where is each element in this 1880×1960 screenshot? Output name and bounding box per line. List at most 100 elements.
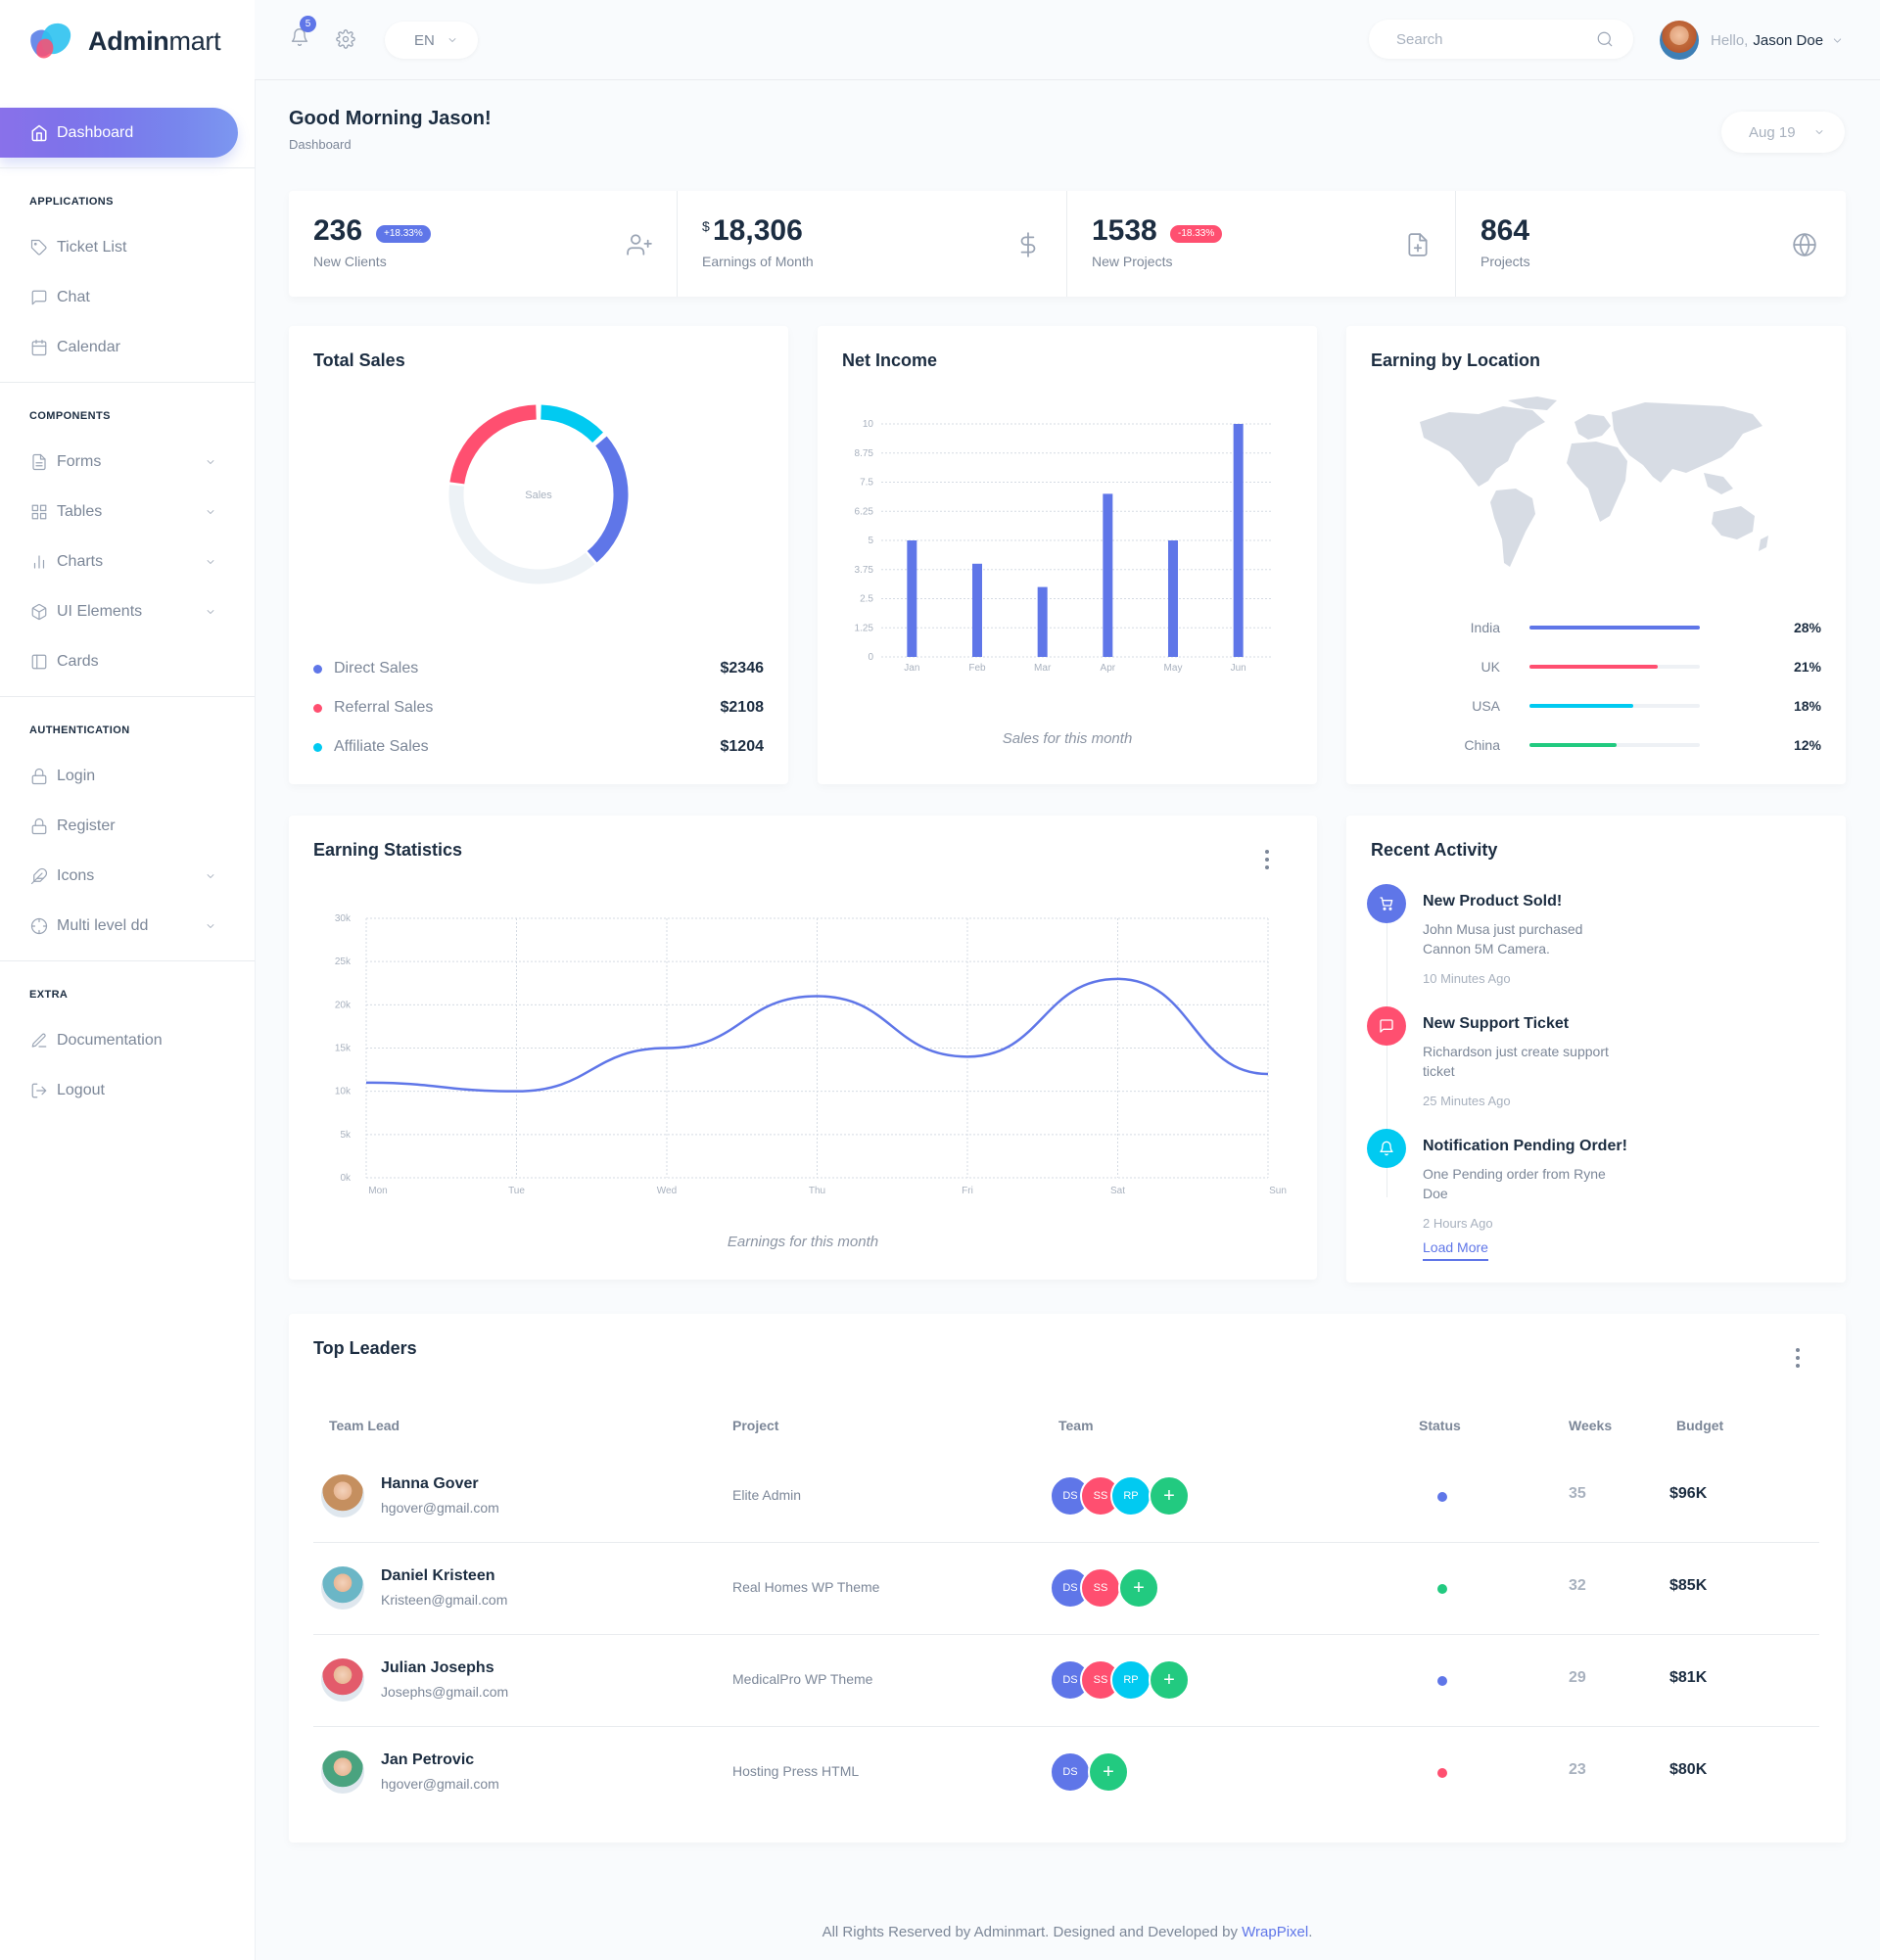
y-tick-label: 0k xyxy=(340,1173,352,1184)
column-header-team[interactable]: Team xyxy=(1058,1418,1094,1433)
chevron-down-icon xyxy=(448,38,456,42)
x-tick-label: May xyxy=(1164,663,1183,674)
sidebar-item-label: Login xyxy=(57,767,96,784)
sidebar-item-ticket-list[interactable]: Ticket List xyxy=(0,222,255,272)
team-member-avatar: DS xyxy=(1050,1751,1091,1793)
sidebar-divider xyxy=(0,696,255,697)
more-vertical-icon xyxy=(1265,850,1269,869)
y-tick-label: 10k xyxy=(335,1087,352,1097)
settings-button[interactable] xyxy=(336,29,355,54)
grid-icon xyxy=(31,504,47,519)
column-header-budget[interactable]: Budget xyxy=(1676,1418,1724,1433)
sidebar-item-multi-level[interactable]: Multi level dd xyxy=(0,901,255,951)
y-tick-label: 8.75 xyxy=(855,448,874,459)
table-row[interactable]: Daniel Kristeen Kristeen@gmail.com Real Ho… xyxy=(313,1542,1819,1634)
status-dot xyxy=(1437,1676,1447,1686)
load-more-link[interactable]: Load More xyxy=(1423,1239,1488,1261)
activity-text: John Musa just purchased xyxy=(1423,921,1583,937)
sidebar-item-forms[interactable]: Forms xyxy=(0,437,255,487)
sidebar-item-dashboard[interactable]: Dashboard xyxy=(0,108,238,158)
column-header-project[interactable]: Project xyxy=(732,1418,779,1433)
column-header-weeks[interactable]: Weeks xyxy=(1569,1418,1613,1433)
brand-name: Adminmart xyxy=(88,25,221,56)
message-badge xyxy=(1367,1006,1406,1046)
sidebar-item-logout[interactable]: Logout xyxy=(0,1065,255,1115)
column-header-status[interactable]: Status xyxy=(1419,1418,1461,1433)
stat-new-projects: 1538 -18.33% New Projects xyxy=(1067,191,1456,297)
sidebar-divider xyxy=(0,382,255,383)
table-row[interactable]: Jan Petrovic hgover@gmail.com Hosting Pres… xyxy=(313,1726,1819,1818)
table-row[interactable]: Julian Josephs Josephs@gmail.com MedicalPr… xyxy=(313,1634,1819,1726)
search-box[interactable]: Search xyxy=(1369,20,1633,59)
y-tick-label: 5k xyxy=(340,1130,352,1141)
add-team-member-button[interactable]: + xyxy=(1088,1751,1129,1793)
stat-value: 236 xyxy=(313,214,363,247)
y-tick-label: 2.5 xyxy=(860,594,873,605)
add-team-member-button[interactable]: + xyxy=(1149,1475,1190,1517)
budget-value: $85K xyxy=(1669,1577,1708,1594)
sidebar-item-calendar[interactable]: Calendar xyxy=(0,322,255,372)
column-header-team-lead[interactable]: Team Lead xyxy=(329,1418,400,1433)
sidebar-item-ui-elements[interactable]: UI Elements xyxy=(0,586,255,636)
sidebar-item-cards[interactable]: Cards xyxy=(0,636,255,686)
brand-logo-icon xyxy=(30,23,71,59)
breadcrumb[interactable]: Dashboard xyxy=(289,137,352,152)
footer-link[interactable]: WrapPixel xyxy=(1242,1924,1309,1940)
file-plus-icon xyxy=(1408,233,1428,257)
sidebar-layout-icon xyxy=(31,654,47,669)
card-title: Recent Activity xyxy=(1371,840,1498,860)
tag-icon xyxy=(30,239,47,255)
sidebar-item-register[interactable]: Register xyxy=(0,801,255,851)
progress-fill xyxy=(1529,665,1658,669)
location-country: India xyxy=(1470,620,1500,635)
sidebar-item-documentation[interactable]: Documentation xyxy=(0,1015,255,1065)
sidebar-item-label: Register xyxy=(57,817,116,834)
add-team-member-button[interactable]: + xyxy=(1118,1567,1159,1609)
sidebar-item-chat[interactable]: Chat xyxy=(0,272,255,322)
message-square-icon xyxy=(31,290,47,304)
total-sales-card: Total Sales Sales Direct Sales $2346 Ref… xyxy=(289,326,788,784)
more-options-button[interactable] xyxy=(1795,1347,1801,1369)
location-percent: 18% xyxy=(1793,698,1821,714)
activity-text: ticket xyxy=(1423,1063,1455,1079)
weeks-value: 35 xyxy=(1569,1485,1586,1502)
progress-track xyxy=(1529,743,1700,747)
table-row[interactable]: Hanna Gover hgover@gmail.com Elite Admin DS… xyxy=(313,1450,1819,1542)
earning-statistics-line-chart: 0k 5k 10k 15k 20k 25k 30k Mon Tue Wed Thu Fri Sat Sun xyxy=(335,913,1287,1196)
legend-dot xyxy=(313,703,322,713)
earning-statistics-card: Earning Statistics 0k 5k 10k 15k 20k 25k 30k Mo… xyxy=(289,816,1317,1280)
user-menu[interactable]: Hello, Jason Doe xyxy=(1660,20,1844,61)
sidebar: Adminmart Dashboard APPLICATIONS Ticket … xyxy=(0,0,255,1960)
brand-logo[interactable]: Adminmart xyxy=(29,22,221,61)
stat-badge: -18.33% xyxy=(1170,225,1223,243)
team-avatars: DS SS + xyxy=(1050,1567,1246,1610)
cart-badge xyxy=(1367,884,1406,923)
x-tick-label: Jan xyxy=(904,663,919,674)
activity-item: Notification Pending Order! One Pending o… xyxy=(1346,1129,1846,1237)
lock-icon xyxy=(31,817,47,834)
card-title: Earning by Location xyxy=(1371,350,1541,370)
sidebar-item-login[interactable]: Login xyxy=(0,751,255,801)
sidebar-item-icons[interactable]: Icons xyxy=(0,851,255,901)
edit-icon xyxy=(31,1033,47,1048)
notifications-button[interactable]: 5 xyxy=(290,16,316,51)
budget-value: $80K xyxy=(1669,1761,1708,1778)
sidebar-item-charts[interactable]: Charts xyxy=(0,537,255,586)
chevron-down-icon xyxy=(207,510,214,514)
bar-jan xyxy=(907,540,917,657)
search-input[interactable]: Search xyxy=(1396,30,1443,48)
avatar xyxy=(321,1658,364,1702)
more-options-button[interactable] xyxy=(1264,849,1270,870)
series-line-earnings xyxy=(365,977,1269,1093)
leader-name: Daniel Kristeen xyxy=(381,1567,495,1584)
activity-title: New Support Ticket xyxy=(1423,1015,1570,1032)
add-team-member-button[interactable]: + xyxy=(1149,1659,1190,1701)
sidebar-item-tables[interactable]: Tables xyxy=(0,487,255,537)
language-select[interactable]: EN xyxy=(385,22,478,59)
date-select[interactable]: Aug 19 xyxy=(1721,112,1845,153)
sidebar-item-label: Charts xyxy=(57,552,104,570)
x-tick-label: Apr xyxy=(1101,663,1116,674)
team-avatars: DS + xyxy=(1050,1751,1246,1795)
bar-feb xyxy=(972,563,982,657)
sidebar-item-label: Icons xyxy=(57,866,95,884)
